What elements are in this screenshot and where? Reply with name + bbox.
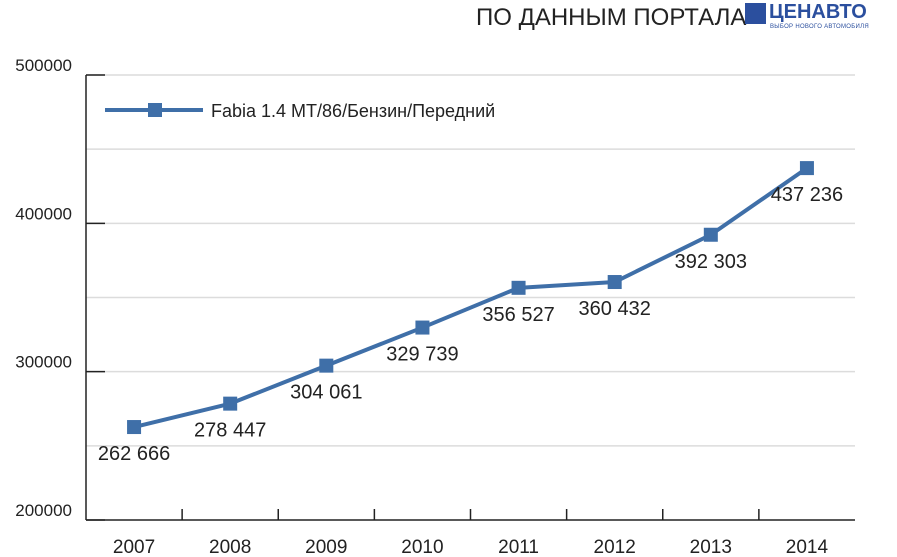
- x-tick-label: 2009: [305, 537, 347, 557]
- x-tick-label: 2007: [113, 537, 155, 557]
- data-point-marker: [127, 420, 142, 435]
- legend-marker: [148, 103, 162, 117]
- data-label: 304 061: [290, 382, 362, 404]
- cenavto-logo: ЦЕНАВТО ВЫБОР НОВОГО АВТОМОБИЛЯ: [745, 1, 893, 33]
- y-tick-label: 300000: [15, 353, 72, 372]
- data-point-marker: [319, 358, 334, 373]
- logo-text: ЦЕНАВТО: [769, 1, 867, 23]
- y-tick-label: 200000: [15, 501, 72, 520]
- series-line: [133, 166, 809, 429]
- data-point-marker: [223, 396, 238, 411]
- logo-subtext: ВЫБОР НОВОГО АВТОМОБИЛЯ: [770, 24, 869, 30]
- source-caption: ПО ДАННЫМ ПОРТАЛА: [476, 4, 747, 31]
- data-label: 278 447: [194, 420, 266, 442]
- data-label: 262 666: [98, 443, 170, 465]
- data-point-marker: [415, 320, 430, 335]
- x-tick-label: 2013: [690, 537, 732, 557]
- data-label: 437 236: [771, 184, 843, 206]
- x-tick-label: 2008: [209, 537, 251, 557]
- data-label: 360 432: [579, 298, 651, 320]
- data-point-marker: [799, 161, 814, 176]
- x-tick-label: 2011: [498, 537, 539, 557]
- data-point-marker: [607, 275, 622, 290]
- data-label: 392 303: [675, 251, 747, 273]
- data-point-marker: [511, 280, 526, 295]
- y-tick-label: 400000: [15, 204, 72, 223]
- qr-icon: [745, 3, 766, 24]
- x-tick-label: 2010: [401, 537, 443, 557]
- data-label: 329 739: [386, 344, 458, 366]
- data-point-marker: [703, 227, 718, 242]
- y-tick-label: 500000: [15, 56, 72, 75]
- data-label: 356 527: [482, 304, 554, 326]
- legend-label: Fabia 1.4 MT/86/Бензин/Передний: [211, 101, 495, 121]
- x-tick-label: 2014: [786, 537, 829, 557]
- x-tick-label: 2012: [594, 537, 636, 557]
